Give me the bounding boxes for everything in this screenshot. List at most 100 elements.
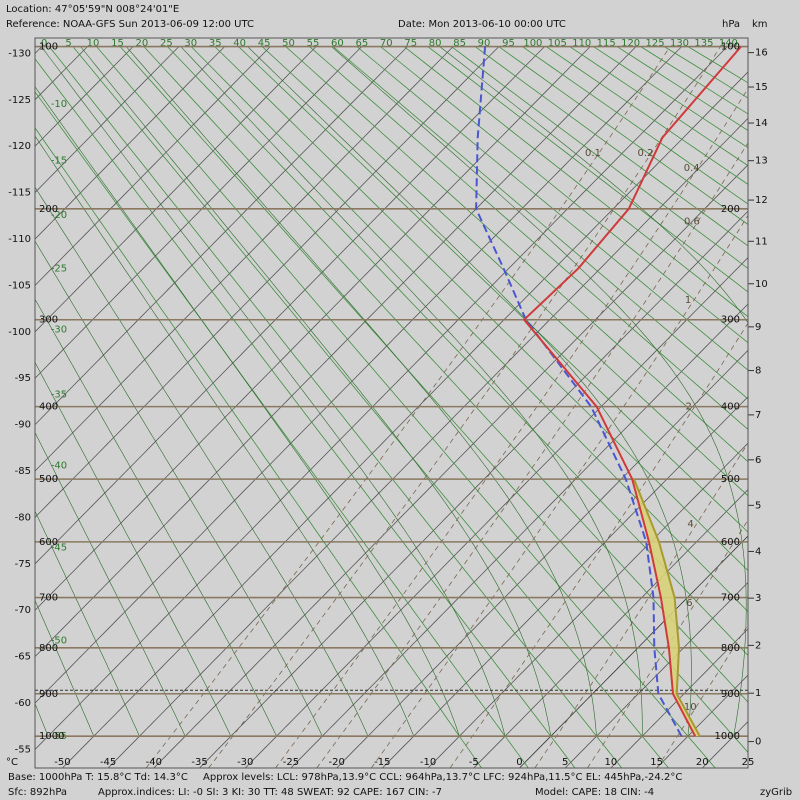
dry-adiabat [261, 46, 748, 497]
dry-adiabat [35, 91, 529, 768]
dry-adiabat [427, 46, 748, 293]
km-label: 3 [755, 593, 761, 604]
x-tick-label: -25 [283, 757, 299, 768]
x-tick-label: 15 [650, 757, 663, 768]
dry-adiabat-label: 5 [65, 38, 71, 49]
km-label: 9 [755, 322, 761, 333]
footer-model: Model: CAPE: 18 CIN: -4 [535, 787, 654, 798]
moist-adiabat [41, 46, 506, 737]
pressure-label-right: 500 [721, 474, 740, 485]
dry-adiabat-label: 30 [184, 38, 197, 49]
x-tick-label: 20 [696, 757, 709, 768]
x-tick-label: 10 [605, 757, 618, 768]
dry-adiabat [167, 46, 748, 656]
x-tick-label: -10 [420, 757, 436, 768]
km-label: 6 [755, 455, 761, 466]
mixing-ratio-label: 10 [684, 702, 697, 713]
km-label: 10 [755, 279, 768, 290]
isotherm [35, 46, 728, 751]
isotherm [290, 303, 748, 768]
footer-levels: Approx levels: LCL: 978hPa,13.9°C CCL: 9… [203, 772, 682, 783]
left-tick-label: -85 [15, 466, 31, 477]
mixing-ratio-label: 6 [686, 598, 692, 609]
km-label: 14 [755, 118, 768, 129]
pressure-label-left: 500 [39, 474, 58, 485]
left-tick-label: -105 [8, 280, 31, 291]
dry-adiabat-label: 125 [646, 38, 665, 49]
x-tick-label: 5 [562, 757, 568, 768]
dry-adiabat-label: 80 [429, 38, 442, 49]
dry-adiabat [48, 46, 623, 768]
isotherm [35, 46, 500, 518]
left-tick-label: -90 [15, 420, 31, 431]
left-tick-label: -110 [8, 234, 31, 245]
dry-adiabat-label: 40 [233, 38, 246, 49]
x-tick-label: -20 [328, 757, 344, 768]
km-label: 13 [755, 156, 768, 167]
moist-adiabat-label: -30 [51, 324, 67, 335]
pressure-label-right: 700 [721, 593, 740, 604]
reference: Reference: NOAA-GFS Sun 2013-06-09 12:00… [6, 19, 254, 30]
plot-border [34, 37, 749, 769]
dry-adiabat [143, 46, 748, 703]
dry-adiabat-label: 90 [478, 38, 491, 49]
moist-adiabat [180, 46, 643, 737]
left-tick-label: -125 [8, 95, 31, 106]
isotherm [35, 46, 317, 333]
isotherm [62, 71, 748, 768]
dry-adiabat-label: 95 [502, 38, 515, 49]
moist-adiabat-label: -20 [51, 210, 67, 221]
dry-adiabat-label: 20 [136, 38, 149, 49]
km-label: 2 [755, 640, 761, 651]
mixing-ratio [370, 214, 748, 768]
location: Location: 47°05'59"N 008°24'01"E [6, 4, 179, 15]
pressure-label-right: 400 [721, 402, 740, 413]
isotherm [656, 674, 748, 768]
pressure-label-right: 300 [721, 315, 740, 326]
moist-adiabat-label: -40 [51, 461, 67, 472]
overlay: -130-125-120-115-110-105-100-95-90-85-80… [8, 42, 767, 768]
dry-adiabat [356, 46, 748, 371]
dry-adiabat-label: 105 [548, 38, 567, 49]
dry-adiabat-label: 0 [41, 38, 47, 49]
left-tick-label: -55 [15, 744, 31, 755]
dry-adiabat [190, 46, 748, 613]
mixing-ratio [316, 142, 748, 768]
mixing-ratio-label: 0.1 [585, 148, 601, 159]
left-tick-label: -115 [8, 188, 31, 199]
dry-adiabat-label: 115 [597, 38, 616, 49]
mixing-ratio-label: 1 [685, 295, 691, 306]
mixing-ratio-label: 0.6 [684, 217, 700, 228]
x-tick-label: -5 [469, 757, 479, 768]
x-unit: °C [6, 757, 18, 768]
pressure-label-left: 100 [39, 42, 58, 53]
dry-adiabat-label: 75 [404, 38, 417, 49]
footer-credit: zyGrib [760, 787, 792, 798]
dry-adiabat-label: 130 [670, 38, 689, 49]
dry-adiabat-label: 45 [258, 38, 271, 49]
km-label: 5 [755, 500, 761, 511]
isotherm [35, 46, 545, 565]
dry-adiabat [96, 46, 716, 768]
dry-adiabat [403, 46, 748, 318]
isotherm [35, 46, 362, 379]
dry-adiabat [309, 46, 748, 430]
left-tick-label: -95 [15, 373, 31, 384]
isotherm [336, 349, 748, 768]
dry-adiabat [72, 46, 669, 768]
pressure-label-right: 200 [721, 204, 740, 215]
x-tick-label: -35 [191, 757, 207, 768]
moist-adiabat [35, 431, 186, 737]
isotherm [382, 396, 748, 768]
pressure-label-left: 700 [39, 593, 58, 604]
dry-adiabat [35, 58, 576, 768]
km-label: 4 [755, 546, 761, 557]
dry-adiabat-label: 70 [380, 38, 393, 49]
pressure-label-left: 600 [39, 537, 58, 548]
dry-adiabat-label: 10 [87, 38, 100, 49]
x-tick-label: -15 [374, 757, 390, 768]
moist-adiabat [35, 186, 369, 737]
km-label: 8 [755, 366, 761, 377]
moist-adiabat-label: -35 [51, 390, 67, 401]
dry-adiabat-label: 35 [209, 38, 222, 49]
